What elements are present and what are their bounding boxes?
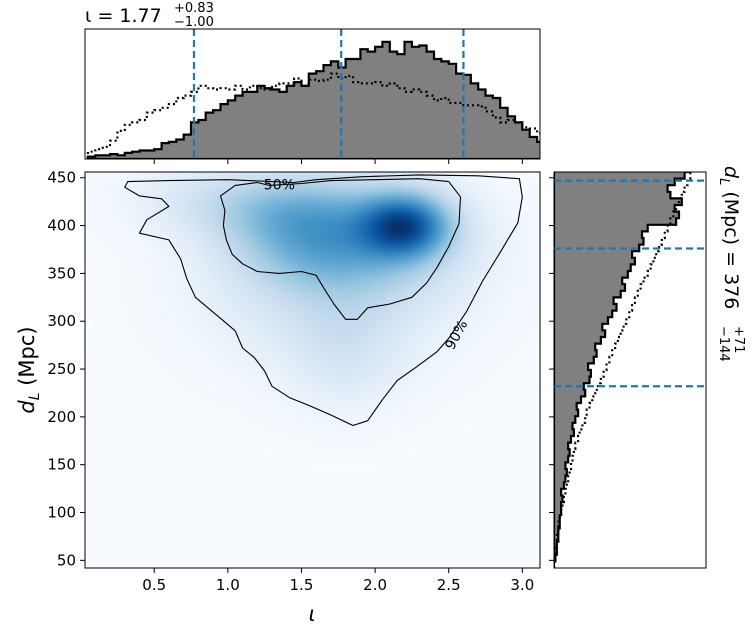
right-label-symbol: d (720, 166, 742, 179)
right-label-value: (Mpc) = 376 (720, 185, 742, 309)
y-axis-label-unit: (Mpc) (15, 326, 39, 392)
y-tick-label: 350 (47, 264, 76, 282)
x-tick-label: 0.5 (142, 576, 166, 594)
right-frame (553, 171, 707, 569)
y-tick-label: 100 (47, 504, 76, 522)
x-tick-label: 2.5 (437, 576, 461, 594)
y-tick-label: 450 (47, 169, 76, 187)
right-marginal-panel: dL (Mpc) = 376 +71 −144 (549, 166, 746, 569)
joint-frame (84, 171, 541, 569)
y-tick-label: 400 (47, 217, 76, 235)
y-tick-label: 50 (57, 551, 76, 569)
right-hist-prior (554, 172, 693, 568)
top-marginal-panel: ι = 1.77 +0.83 −1.00 (84, 1, 541, 164)
contour-label-0: 50% (264, 177, 295, 193)
top-title-main: ι = 1.77 (85, 5, 162, 27)
right-hist-posterior (554, 172, 690, 568)
y-axis-ticks: 50 100 150 200 250 300 350 400 450 (47, 169, 85, 569)
right-side-label: dL (Mpc) = 376 +71 −144 (716, 166, 746, 362)
x-axis-label: ι (308, 602, 315, 626)
y-axis-label-symbol: d (15, 400, 39, 414)
x-tick-label: 2.0 (363, 576, 387, 594)
credible-contours (124, 174, 523, 427)
right-histograms (554, 172, 693, 568)
x-axis-ticks: 0.5 1.0 1.5 2.0 2.5 3.0 (142, 568, 534, 594)
y-axis-label-subscript: L (27, 392, 43, 400)
y-axis-label: dL (Mpc) (15, 326, 43, 413)
contour-1 (124, 174, 523, 427)
right-label-subscript: L (716, 178, 731, 185)
right-y-ticks (549, 177, 554, 561)
y-tick-label: 300 (47, 312, 76, 330)
top-title-upper-error: +0.83 (174, 1, 214, 16)
joint-panel: 50%90% 0.5 1.0 1.5 2.0 2.5 3.0 50100150200250… (15, 169, 541, 626)
x-tick-label: 3.0 (510, 576, 534, 594)
y-tick-label: 150 (47, 456, 76, 474)
top-hist-prior (86, 72, 540, 159)
top-title: ι = 1.77 (85, 5, 162, 27)
top-x-ticks (153, 159, 523, 164)
top-frame (84, 28, 541, 160)
right-label-upper-error: +71 (731, 326, 746, 353)
top-title-lower-error: −1.00 (174, 15, 214, 30)
contour-0 (219, 178, 462, 320)
top-histograms (86, 40, 540, 159)
x-tick-label: 1.0 (216, 576, 240, 594)
y-tick-label: 200 (47, 408, 76, 426)
right-quantile-lines (554, 179, 706, 388)
right-label-lower-error: −144 (716, 326, 731, 362)
density-heatmap (85, 172, 540, 568)
top-hist-posterior (86, 40, 540, 159)
x-tick-label: 1.5 (290, 576, 314, 594)
svg-text:dL (Mpc) = 376: dL (Mpc) = 376 (716, 166, 742, 309)
y-tick-label: 250 (47, 360, 76, 378)
